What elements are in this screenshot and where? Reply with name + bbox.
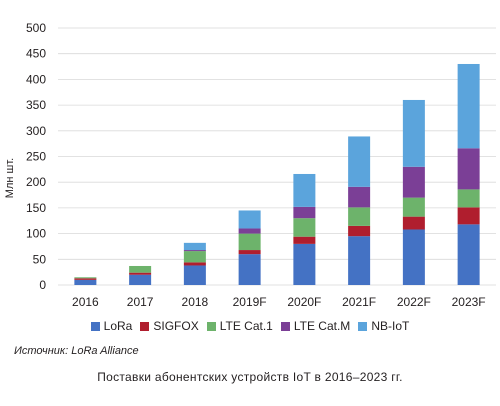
bar-segment-lte-cat-m xyxy=(238,228,261,234)
bar-segment-lte-cat-1 xyxy=(129,265,152,273)
legend-swatch xyxy=(280,321,290,331)
y-tick-label: 250 xyxy=(26,150,46,164)
bar-segment-lte-cat-1 xyxy=(74,277,97,279)
x-tick-label: 2021F xyxy=(342,295,376,309)
bar-segment-lte-cat-1 xyxy=(183,251,206,263)
bar-segment-sigfox xyxy=(402,216,425,230)
x-tick-label: 2019F xyxy=(233,295,267,309)
bars xyxy=(74,63,480,285)
x-tick-label: 2023F xyxy=(452,295,486,309)
legend: LoRa SIGFOX LTE Cat.1 LTE Cat.M NB-IoT xyxy=(0,318,500,333)
legend-label: NB-IoT xyxy=(371,318,410,333)
bar-segment-nb-iot xyxy=(293,173,316,207)
x-tick-label: 2016 xyxy=(72,295,99,309)
bar-segment-lte-cat-1 xyxy=(348,207,371,226)
bar-segment-lte-cat-m xyxy=(293,206,316,219)
bar-segment-lte-cat-m xyxy=(348,186,371,208)
bar-segment-sigfox xyxy=(129,272,152,275)
bar-segment-sigfox xyxy=(74,278,97,280)
y-tick-label: 200 xyxy=(26,175,46,189)
bar-segment-lora xyxy=(183,265,206,285)
y-tick-label: 400 xyxy=(26,72,46,86)
y-tick-label: 0 xyxy=(39,278,46,292)
bar-segment-lte-cat-1 xyxy=(293,218,316,237)
bar-segment-lte-cat-1 xyxy=(238,233,261,251)
legend-label: LTE Cat.M xyxy=(293,318,351,333)
bar-segment-nb-iot xyxy=(348,136,371,187)
bar-segment-lte-cat-m xyxy=(402,166,425,198)
legend-swatch xyxy=(90,321,100,331)
legend-item: LTE Cat.1 xyxy=(206,318,273,333)
bar-segment-sigfox xyxy=(183,262,206,266)
x-tick-label: 2017 xyxy=(127,295,154,309)
bar-segment-lora xyxy=(293,243,316,285)
bar-segment-nb-iot xyxy=(238,210,261,229)
y-tick-label: 150 xyxy=(26,201,46,215)
bar-segment-sigfox xyxy=(238,250,261,255)
legend-label: SIGFOX xyxy=(153,318,199,333)
legend-swatch xyxy=(206,321,216,331)
legend-label: LoRa xyxy=(103,318,133,333)
bar-segment-lora xyxy=(348,236,371,285)
y-tick-label: 50 xyxy=(33,252,47,266)
y-tick-label: 300 xyxy=(26,124,46,138)
axes: 0 50 100 150 200 250 300 350 400 450 500 2016 2017 20… xyxy=(26,21,486,309)
y-tick-label: 450 xyxy=(26,47,46,61)
legend-swatch xyxy=(140,321,150,331)
legend-item: SIGFOX xyxy=(140,318,199,333)
y-tick-label: 100 xyxy=(26,227,46,241)
gridlines xyxy=(58,27,496,286)
bar-segment-nb-iot xyxy=(183,242,206,251)
bar-segment-lte-cat-m xyxy=(457,148,480,190)
bar-segment-lora xyxy=(238,254,261,285)
legend-label: LTE Cat.1 xyxy=(219,318,273,333)
bar-segment-sigfox xyxy=(457,207,480,225)
x-tick-label: 2022F xyxy=(397,295,431,309)
stacked-bar-chart: 0 50 100 150 200 250 300 350 400 450 500 2016 2017 20… xyxy=(4,21,496,309)
y-tick-label: 500 xyxy=(26,21,46,35)
bar-segment-lte-cat-1 xyxy=(402,197,425,217)
x-tick-label: 2020F xyxy=(287,295,321,309)
bar-segment-lora xyxy=(74,279,97,285)
bar-segment-nb-iot xyxy=(457,63,480,149)
source-note: Источник: LoRa Alliance xyxy=(14,345,139,357)
figure-caption: Поставки абонентских устройств IoT в 201… xyxy=(97,370,403,384)
bar-segment-sigfox xyxy=(348,225,371,237)
legend-item: LoRa xyxy=(90,318,133,333)
y-axis-title: Млн шт. xyxy=(4,158,16,198)
bar-segment-sigfox xyxy=(293,236,316,244)
y-tick-label: 350 xyxy=(26,98,46,112)
bar-segment-lora xyxy=(457,224,480,285)
bar-segment-lora xyxy=(129,274,152,285)
legend-item: NB-IoT xyxy=(358,319,409,333)
bar-segment-lte-cat-1 xyxy=(457,189,480,208)
legend-swatch xyxy=(358,321,368,331)
bar-segment-nb-iot xyxy=(402,99,425,167)
legend-item: LTE Cat.M xyxy=(280,318,351,333)
bar-segment-lora xyxy=(402,229,425,285)
bar-segment-lte-cat-m xyxy=(183,250,206,252)
x-tick-label: 2018 xyxy=(182,295,209,309)
